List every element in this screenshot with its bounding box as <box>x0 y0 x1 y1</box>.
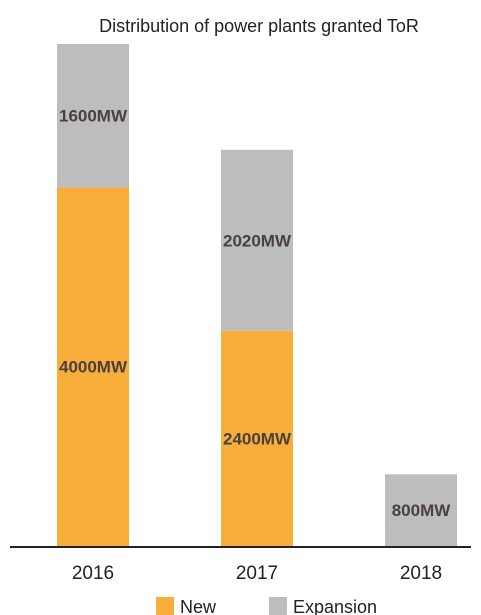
legend-label-new: New <box>180 597 217 615</box>
chart-title: Distribution of power plants granted ToR <box>99 16 419 36</box>
bar-expansion-2018 <box>385 474 457 546</box>
x-tick-label-2018: 2018 <box>400 563 442 584</box>
data-label-expansion-2016: 1600MW <box>59 107 128 126</box>
data-label-new-2017: 2400MW <box>223 429 292 448</box>
data-label-new-2016: 4000MW <box>59 358 128 377</box>
legend: New Expansion <box>156 597 377 615</box>
bar-new-2016 <box>57 187 129 546</box>
x-tick-label-2017: 2017 <box>236 563 278 584</box>
x-tick-labels: 2016 2017 2018 <box>72 563 442 584</box>
bar-new-2017 <box>221 330 293 546</box>
legend-swatch-expansion <box>269 597 287 615</box>
legend-label-expansion: Expansion <box>293 597 377 615</box>
legend-swatch-new <box>156 597 174 615</box>
data-label-expansion-2018: 800MW <box>392 501 452 520</box>
x-tick-label-2016: 2016 <box>72 563 114 584</box>
bars-group: 4000MW 1600MW 2400MW 2020MW 800MW <box>57 44 457 546</box>
bar-expansion-2017 <box>221 149 293 331</box>
bar-expansion-2016 <box>57 44 129 188</box>
data-label-expansion-2017: 2020MW <box>223 231 292 250</box>
